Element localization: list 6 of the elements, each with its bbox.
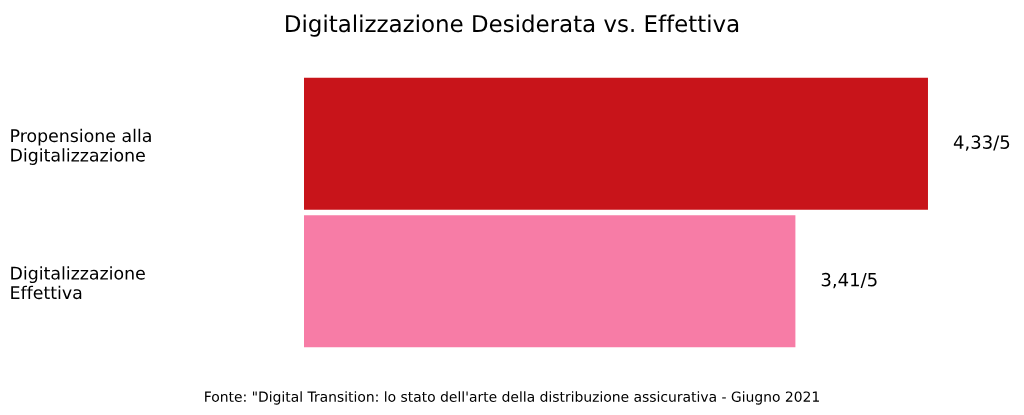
data-label: 4,33/5: [953, 135, 1010, 151]
data-label: 3,41/5: [821, 272, 877, 289]
source-note: Fonte: "Digital Transition: lo stato dell'arte della distribuzione assicurativa - Giugno 2021: [205, 391, 819, 405]
y-tick-label: Propensione alla Digitalizzazione: [11, 128, 151, 165]
y-tick-label: Digitalizzazione Effettiva: [11, 266, 145, 300]
chart-title: Digitalizzazione Desiderata vs. Effettiva: [286, 14, 739, 37]
